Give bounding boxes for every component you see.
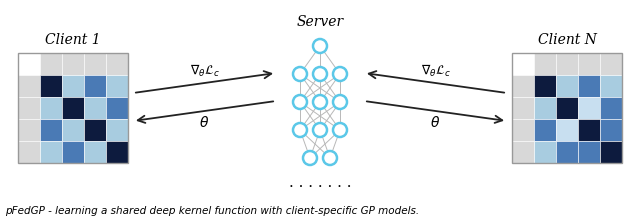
Bar	[62, 53, 84, 75]
Text: pFedGP - learning a shared deep kernel function with client-specific GP models.: pFedGP - learning a shared deep kernel f…	[5, 206, 419, 216]
Bar	[106, 119, 128, 141]
Circle shape	[333, 95, 347, 109]
Text: Client N: Client N	[538, 33, 596, 47]
Bar	[556, 97, 578, 119]
Bar	[18, 97, 40, 119]
Text: $\theta$: $\theta$	[200, 115, 210, 130]
Bar	[534, 119, 556, 141]
Bar	[62, 75, 84, 97]
Bar	[18, 53, 40, 75]
Bar	[600, 97, 622, 119]
Bar	[578, 75, 600, 97]
Bar	[62, 141, 84, 163]
Bar	[18, 75, 40, 97]
Circle shape	[293, 95, 307, 109]
Circle shape	[313, 95, 327, 109]
Bar	[40, 75, 62, 97]
Bar	[84, 141, 106, 163]
Bar	[40, 97, 62, 119]
Bar	[62, 97, 84, 119]
Bar	[534, 97, 556, 119]
Bar	[18, 119, 40, 141]
Circle shape	[293, 123, 307, 137]
Bar	[84, 75, 106, 97]
Bar	[600, 141, 622, 163]
Bar	[106, 53, 128, 75]
Bar	[512, 141, 534, 163]
Bar	[512, 53, 534, 75]
Bar	[600, 53, 622, 75]
Text: $\theta$: $\theta$	[430, 115, 440, 130]
Circle shape	[303, 151, 317, 165]
Bar	[18, 141, 40, 163]
Bar	[578, 97, 600, 119]
Bar	[62, 119, 84, 141]
Bar	[106, 75, 128, 97]
Circle shape	[293, 67, 307, 81]
Text: Client 1: Client 1	[45, 33, 101, 47]
Text: . . . . . . .: . . . . . . .	[289, 176, 351, 190]
Bar	[18, 53, 128, 163]
Bar	[578, 119, 600, 141]
Bar	[534, 141, 556, 163]
Bar	[600, 119, 622, 141]
Circle shape	[313, 39, 327, 53]
Bar	[84, 53, 106, 75]
Bar	[512, 97, 534, 119]
Bar	[84, 119, 106, 141]
Bar	[556, 119, 578, 141]
Bar	[600, 75, 622, 97]
Text: $\nabla_{\theta}\mathcal{L}_c$: $\nabla_{\theta}\mathcal{L}_c$	[420, 63, 451, 79]
Text: $\nabla_{\theta}\mathcal{L}_c$: $\nabla_{\theta}\mathcal{L}_c$	[189, 63, 220, 79]
Circle shape	[333, 67, 347, 81]
Bar	[40, 141, 62, 163]
Bar	[84, 97, 106, 119]
Bar	[534, 75, 556, 97]
Bar	[556, 53, 578, 75]
Bar	[512, 75, 534, 97]
Bar	[40, 53, 62, 75]
Bar	[106, 141, 128, 163]
Circle shape	[313, 123, 327, 137]
Bar	[512, 53, 622, 163]
Text: Server: Server	[296, 15, 344, 29]
Circle shape	[333, 123, 347, 137]
Circle shape	[323, 151, 337, 165]
Bar	[40, 119, 62, 141]
Circle shape	[313, 67, 327, 81]
Bar	[556, 75, 578, 97]
Bar	[578, 53, 600, 75]
Bar	[578, 141, 600, 163]
Bar	[534, 53, 556, 75]
Bar	[512, 119, 534, 141]
Bar	[556, 141, 578, 163]
Bar	[106, 97, 128, 119]
